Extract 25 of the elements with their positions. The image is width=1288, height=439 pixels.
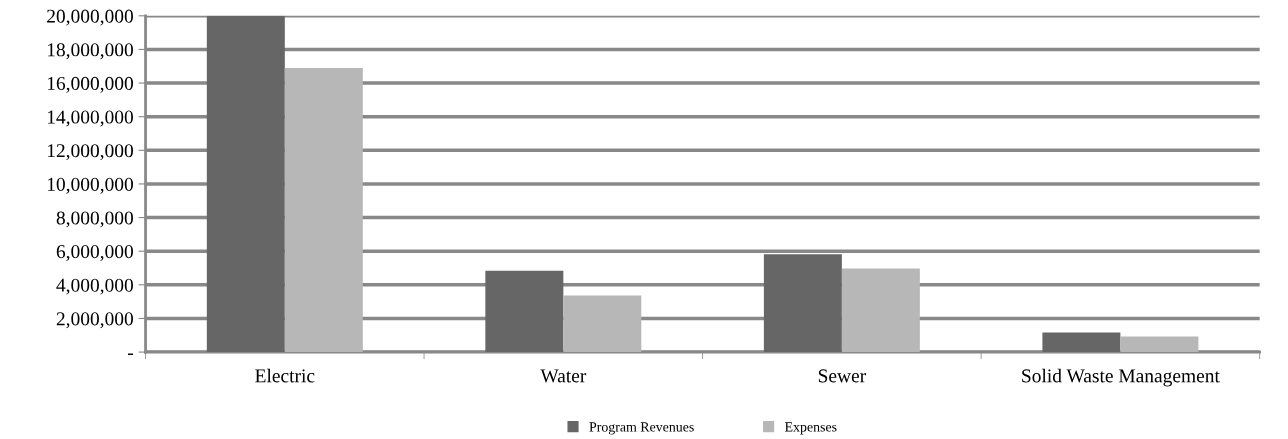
x-tick-label: Electric xyxy=(255,368,315,383)
legend-label: Expenses xyxy=(784,422,837,435)
y-tick-label: 8,000,000 xyxy=(56,211,133,228)
y-tick-label: 6,000,000 xyxy=(56,245,133,261)
x-tick-label: Water xyxy=(540,369,587,383)
x-tick-label: Solid Waste Management xyxy=(1022,368,1220,387)
bar xyxy=(485,270,564,353)
bar xyxy=(1042,332,1121,353)
y-tick-label: 20,000,000 xyxy=(47,9,133,26)
y-tick-label: - xyxy=(127,353,134,355)
bar xyxy=(563,295,642,353)
y-tick-label: 14,000,000 xyxy=(47,110,133,127)
x-tick-label: Sewer xyxy=(818,369,866,383)
legend-label: Program Revenues xyxy=(589,422,694,435)
y-tick-label: 4,000,000 xyxy=(56,278,133,295)
y-tick-label: 2,000,000 xyxy=(56,312,133,329)
y-tick-label: 12,000,000 xyxy=(47,144,133,161)
bar xyxy=(763,254,842,353)
bar xyxy=(841,268,920,353)
y-tick-label: 18,000,000 xyxy=(47,43,133,60)
bar xyxy=(1120,336,1199,353)
y-tick-label: 16,000,000 xyxy=(47,76,133,93)
bar xyxy=(206,15,285,353)
bar xyxy=(284,67,363,353)
y-tick-label: 10,000,000 xyxy=(47,177,133,194)
